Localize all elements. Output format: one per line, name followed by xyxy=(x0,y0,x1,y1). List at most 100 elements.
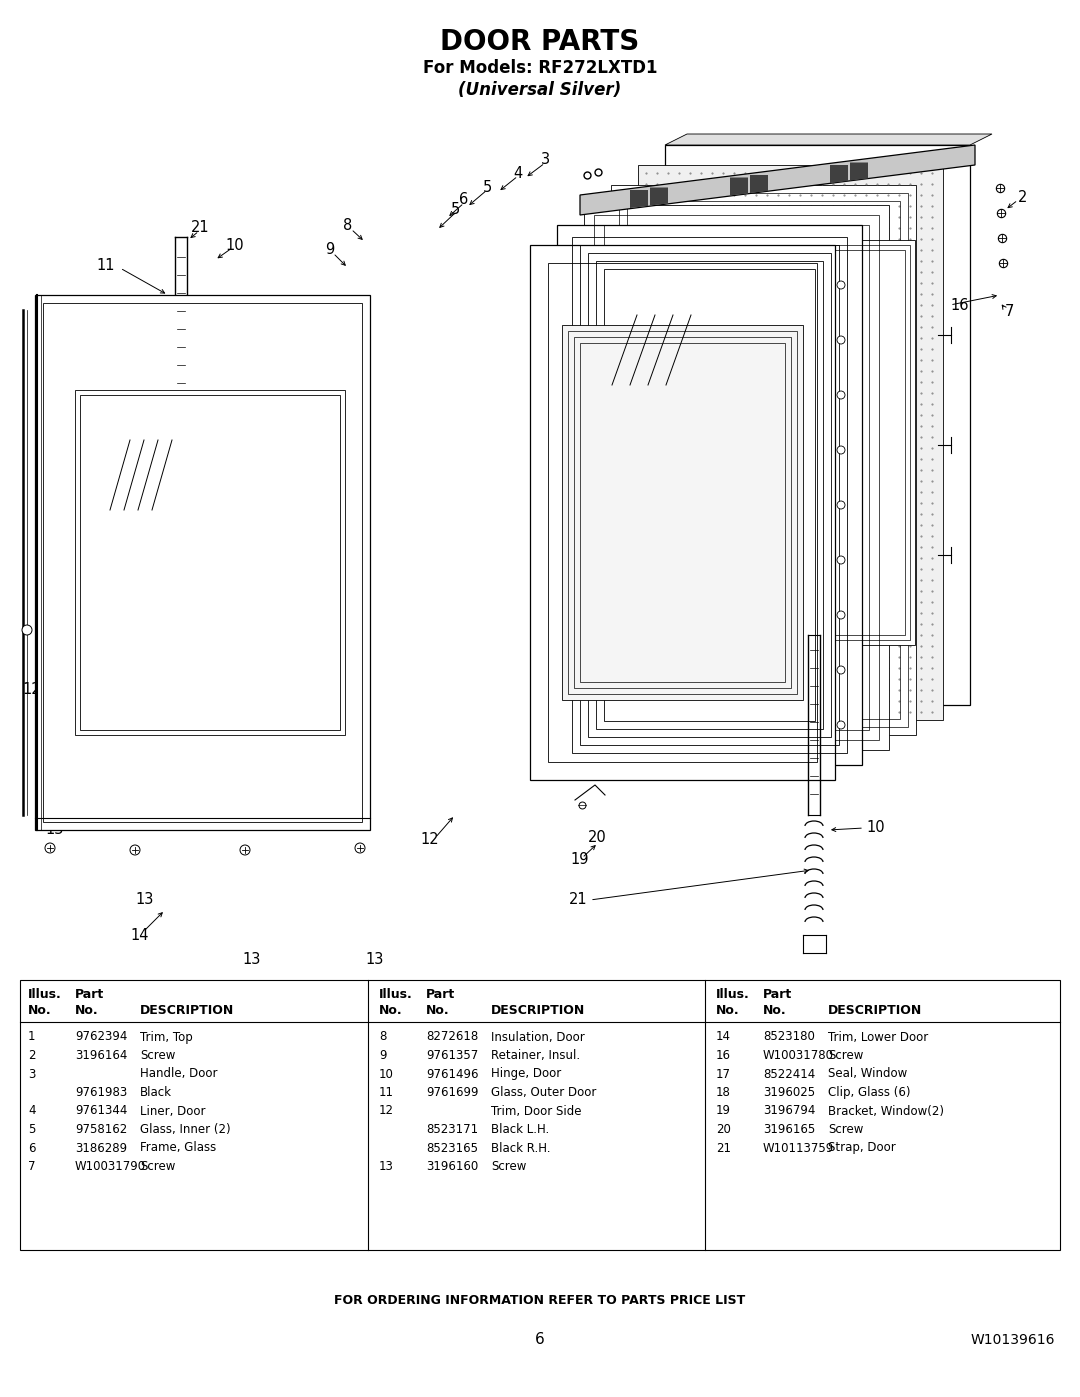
Text: 13: 13 xyxy=(379,1160,394,1173)
Text: 8523165: 8523165 xyxy=(426,1141,478,1154)
Text: 12: 12 xyxy=(379,1105,394,1118)
Bar xyxy=(21,981,1059,1250)
Circle shape xyxy=(130,845,140,855)
Polygon shape xyxy=(665,145,970,705)
Polygon shape xyxy=(650,187,669,205)
Text: Screw: Screw xyxy=(491,1160,526,1173)
Text: 4: 4 xyxy=(513,165,523,180)
Polygon shape xyxy=(666,240,915,645)
Text: FOR ORDERING INFORMATION REFER TO PARTS PRICE LIST: FOR ORDERING INFORMATION REFER TO PARTS … xyxy=(335,1294,745,1306)
Text: Handle, Door: Handle, Door xyxy=(140,1067,217,1080)
Text: (Universal Silver): (Universal Silver) xyxy=(458,81,622,99)
Text: 5: 5 xyxy=(450,203,460,218)
Text: 10: 10 xyxy=(226,237,244,253)
Text: 19: 19 xyxy=(716,1105,731,1118)
Text: Retainer, Insul.: Retainer, Insul. xyxy=(491,1049,580,1062)
Text: For Models: RF272LXTD1: For Models: RF272LXTD1 xyxy=(422,59,658,77)
Text: 5: 5 xyxy=(28,1123,36,1136)
Circle shape xyxy=(837,281,845,289)
Polygon shape xyxy=(530,244,835,780)
Text: 7: 7 xyxy=(1005,305,1014,320)
Text: W10031780: W10031780 xyxy=(762,1049,834,1062)
Text: 9762394: 9762394 xyxy=(75,1031,127,1044)
Circle shape xyxy=(45,842,55,854)
Text: 3196164: 3196164 xyxy=(75,1049,127,1062)
Polygon shape xyxy=(630,190,648,208)
Text: Trim, Door Side: Trim, Door Side xyxy=(491,1105,581,1118)
Text: 1: 1 xyxy=(28,1031,36,1044)
Text: 4: 4 xyxy=(28,1105,36,1118)
Text: 19: 19 xyxy=(570,852,590,868)
Circle shape xyxy=(837,446,845,454)
Circle shape xyxy=(837,610,845,619)
Text: DESCRIPTION: DESCRIPTION xyxy=(828,1003,922,1017)
Circle shape xyxy=(837,666,845,673)
Text: W10031790: W10031790 xyxy=(75,1160,146,1173)
Text: 9761496: 9761496 xyxy=(426,1067,478,1080)
Polygon shape xyxy=(730,177,748,196)
Text: No.: No. xyxy=(379,1003,403,1017)
Polygon shape xyxy=(75,390,345,735)
Text: 3196025: 3196025 xyxy=(762,1085,815,1099)
Text: 3196165: 3196165 xyxy=(762,1123,815,1136)
Text: 21: 21 xyxy=(716,1141,731,1154)
Text: 9761357: 9761357 xyxy=(426,1049,478,1062)
Text: 17: 17 xyxy=(716,1067,731,1080)
Text: 21: 21 xyxy=(191,221,210,236)
Text: Screw: Screw xyxy=(828,1049,863,1062)
Text: Black L.H.: Black L.H. xyxy=(491,1123,550,1136)
Text: 14: 14 xyxy=(131,928,149,943)
Polygon shape xyxy=(584,205,889,750)
Text: Illus.: Illus. xyxy=(716,988,750,1000)
Circle shape xyxy=(837,721,845,729)
Text: 8523180: 8523180 xyxy=(762,1031,815,1044)
Text: 14: 14 xyxy=(716,1031,731,1044)
Text: Screw: Screw xyxy=(140,1160,175,1173)
Text: 13: 13 xyxy=(45,823,64,837)
Text: 13: 13 xyxy=(136,893,154,908)
Text: Part: Part xyxy=(426,988,456,1000)
Polygon shape xyxy=(665,134,993,145)
Circle shape xyxy=(837,556,845,564)
Text: Strap, Door: Strap, Door xyxy=(828,1141,895,1154)
Text: 18: 18 xyxy=(747,722,766,738)
Polygon shape xyxy=(562,326,804,700)
Text: DESCRIPTION: DESCRIPTION xyxy=(140,1003,234,1017)
Text: Clip, Glass (6): Clip, Glass (6) xyxy=(828,1085,910,1099)
Text: 9: 9 xyxy=(325,243,335,257)
Text: 11: 11 xyxy=(96,257,114,272)
Text: 9761983: 9761983 xyxy=(75,1085,127,1099)
Text: 16: 16 xyxy=(950,298,969,313)
Text: No.: No. xyxy=(28,1003,52,1017)
Text: Black R.H.: Black R.H. xyxy=(491,1141,551,1154)
Text: 3: 3 xyxy=(540,152,550,168)
Text: Illus.: Illus. xyxy=(379,988,413,1000)
Text: Trim, Top: Trim, Top xyxy=(140,1031,192,1044)
Polygon shape xyxy=(831,165,848,183)
Text: Illus.: Illus. xyxy=(28,988,62,1000)
Text: Bracket, Window(2): Bracket, Window(2) xyxy=(828,1105,944,1118)
Text: 10: 10 xyxy=(379,1067,394,1080)
Text: No.: No. xyxy=(762,1003,786,1017)
Text: 10: 10 xyxy=(866,820,885,835)
Text: Black: Black xyxy=(140,1085,172,1099)
Text: 3186289: 3186289 xyxy=(75,1141,127,1154)
Text: 3196160: 3196160 xyxy=(426,1160,478,1173)
Text: 21: 21 xyxy=(569,893,588,908)
Text: No.: No. xyxy=(716,1003,740,1017)
Text: W10113759: W10113759 xyxy=(762,1141,834,1154)
Text: 8: 8 xyxy=(343,218,353,233)
Text: 16: 16 xyxy=(716,1049,731,1062)
Text: DOOR PARTS: DOOR PARTS xyxy=(441,28,639,56)
Circle shape xyxy=(837,337,845,344)
Text: 8: 8 xyxy=(379,1031,387,1044)
Text: Trim, Lower Door: Trim, Lower Door xyxy=(828,1031,928,1044)
Circle shape xyxy=(837,391,845,400)
Text: 9761344: 9761344 xyxy=(75,1105,127,1118)
Text: Insulation, Door: Insulation, Door xyxy=(491,1031,584,1044)
Text: Part: Part xyxy=(762,988,793,1000)
Text: 17: 17 xyxy=(670,453,689,468)
Circle shape xyxy=(22,624,32,636)
Polygon shape xyxy=(750,175,768,193)
Text: Screw: Screw xyxy=(828,1123,863,1136)
